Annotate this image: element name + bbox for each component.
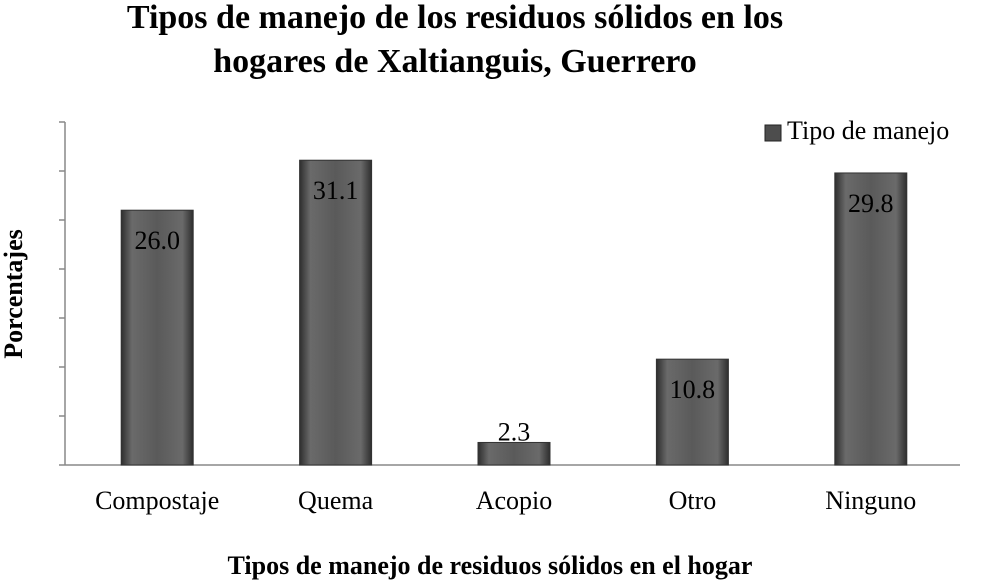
data-label: 31.1 [313,176,359,205]
legend-marker [764,124,782,142]
legend-label: Tipo de manejo [787,116,949,145]
x-tick-label: Quema [298,486,374,515]
bar [477,441,551,466]
chart-title: Tipos de manejo de los residuos sólidos … [127,0,783,80]
bar [834,172,908,466]
y-axis-title: Porcentajes [0,229,28,358]
x-tick-label: Compostaje [95,486,219,515]
x-tick-label: Otro [669,486,717,515]
bar [120,209,194,466]
data-label: 10.8 [670,375,716,404]
bar [299,159,373,466]
x-axis-title: Tipos de manejo de residuos sólidos en e… [228,551,753,580]
x-tick-label: Acopio [476,486,553,515]
data-label: 2.3 [498,417,531,446]
bar [655,358,729,466]
data-label: 29.8 [848,189,894,218]
data-label: 26.0 [134,226,180,255]
x-tick-label: Ninguno [825,486,916,515]
